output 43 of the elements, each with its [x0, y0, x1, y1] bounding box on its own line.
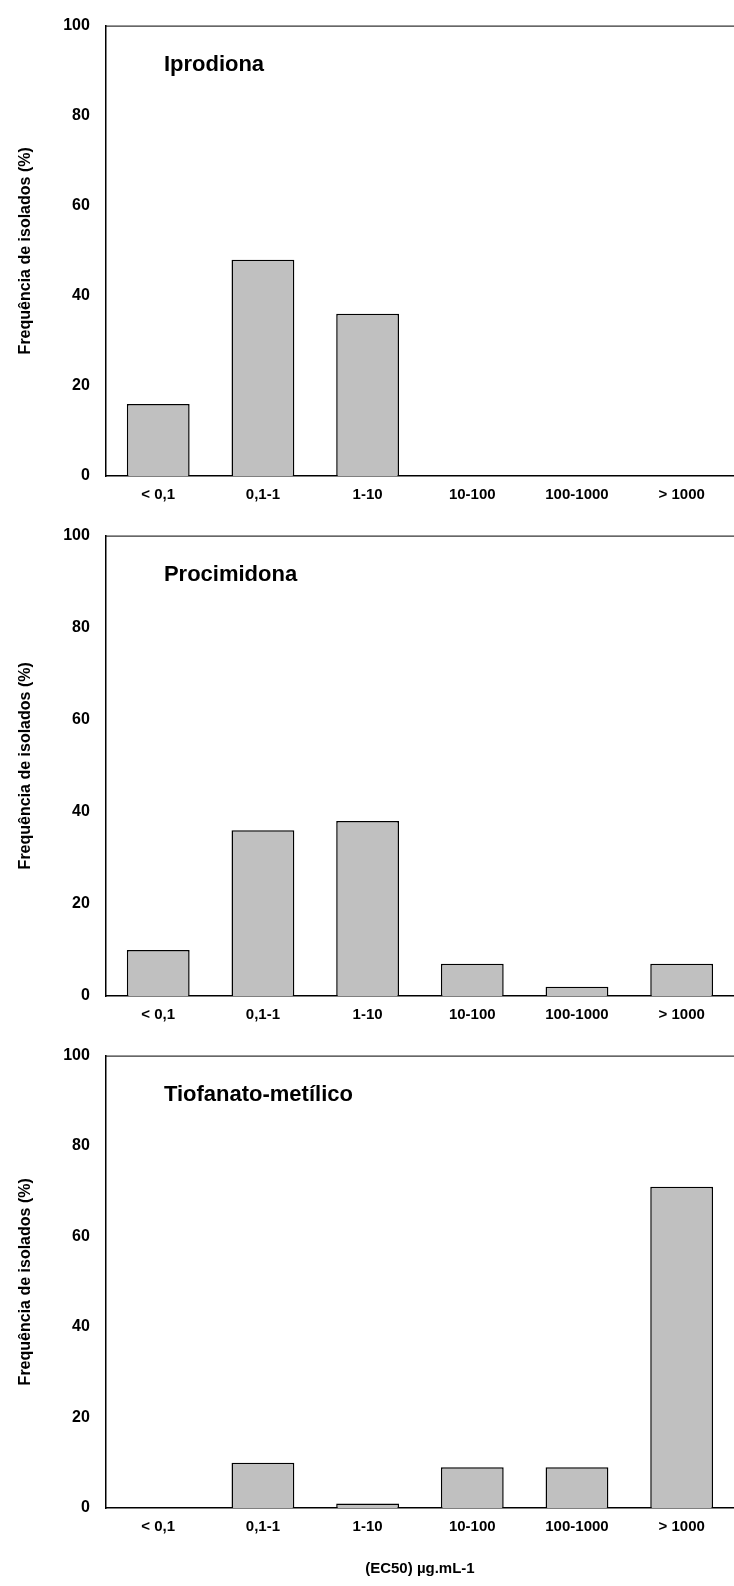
x-axis-title: (EC50) µg.mL-1 — [365, 1559, 475, 1577]
x-tick-label: 1-10 — [352, 1005, 383, 1023]
x-tick-label: > 1000 — [658, 485, 705, 503]
y-axis-title: Frequência de isolados (%) — [16, 1178, 34, 1386]
y-tick-label: 60 — [72, 1226, 90, 1244]
x-tick-label: 0,1-1 — [245, 1517, 281, 1535]
y-tick-label: 100 — [63, 526, 90, 544]
text: Iprodiona — [163, 50, 265, 76]
y-tick-label: 80 — [72, 106, 90, 124]
x-tick-label: 10-100 — [448, 1005, 496, 1023]
y-tick-label: 0 — [80, 1498, 90, 1516]
x-tick-label: < 0,1 — [141, 485, 176, 503]
x-tick-label: 1-10 — [352, 1517, 383, 1535]
y-tick-label: 40 — [72, 802, 90, 820]
x-tick-label: 100-1000 — [545, 485, 609, 503]
y-tick-label: 100 — [63, 1046, 90, 1064]
y-tick-label: 80 — [72, 618, 90, 636]
y-tick-label: 80 — [72, 1136, 90, 1154]
y-tick-label: 100 — [63, 16, 90, 34]
y-tick-label: 40 — [72, 286, 90, 304]
y-axis-title: Frequência de isolados (%) — [16, 147, 34, 355]
x-tick-label: > 1000 — [658, 1517, 705, 1535]
text: Procimidona — [163, 560, 298, 586]
y-tick-label: 20 — [72, 894, 90, 912]
x-tick-label: < 0,1 — [141, 1005, 176, 1023]
x-tick-label: 100-1000 — [545, 1005, 609, 1023]
text: Tiofanato-metílico — [163, 1080, 353, 1106]
x-tick-label: 10-100 — [448, 1517, 496, 1535]
y-tick-label: 60 — [72, 196, 90, 214]
x-tick-label: 1-10 — [352, 485, 383, 503]
x-tick-label: 0,1-1 — [245, 485, 281, 503]
y-tick-label: 20 — [72, 1407, 90, 1425]
y-tick-label: 0 — [80, 466, 90, 484]
x-tick-label: < 0,1 — [141, 1517, 176, 1535]
x-tick-label: 100-1000 — [545, 1517, 609, 1535]
y-axis-title: Frequência de isolados (%) — [16, 662, 34, 870]
y-tick-label: 40 — [72, 1317, 90, 1335]
x-tick-label: 10-100 — [448, 485, 496, 503]
y-tick-label: 0 — [80, 986, 90, 1004]
x-tick-label: 0,1-1 — [245, 1005, 281, 1023]
x-tick-label: > 1000 — [658, 1005, 705, 1023]
y-tick-label: 20 — [72, 376, 90, 394]
y-tick-label: 60 — [72, 710, 90, 728]
